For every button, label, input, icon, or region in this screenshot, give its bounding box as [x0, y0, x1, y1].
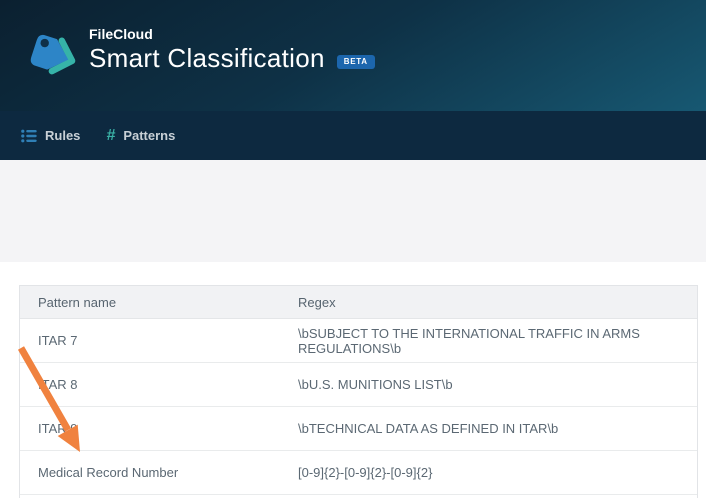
page-title: Smart Classification — [89, 43, 325, 73]
brand-block: FileCloud Smart Classification BETA — [28, 26, 375, 80]
pattern-row[interactable]: Medical Record Number [0-9]{2}-[0-9]{2}-… — [20, 450, 697, 495]
regex-cell: [0-9]{2}-[0-9]{2}-[0-9]{2} — [298, 450, 697, 495]
filecloud-tags-logo-icon — [30, 34, 76, 75]
beta-badge: BETA — [336, 55, 375, 69]
patterns-table-container: Pattern name Regex ITAR 7 \bSUBJECT TO T… — [19, 285, 698, 498]
pattern-name-cell: ITAR 8 — [20, 362, 298, 407]
patterns-table-body: ITAR 7 \bSUBJECT TO THE INTERNATIONAL TR… — [20, 318, 697, 495]
table-header-row: Pattern name Regex — [20, 286, 697, 319]
regex-cell: \bU.S. MUNITIONS LIST\b — [298, 362, 697, 407]
nav-rules-label: Rules — [45, 128, 81, 143]
pattern-row[interactable]: ITAR 9 \bTECHNICAL DATA AS DEFINED IN IT… — [20, 406, 697, 451]
pattern-name-cell: Medical Record Number — [20, 450, 298, 495]
patterns-table: Pattern name Regex ITAR 7 \bSUBJECT TO T… — [20, 286, 697, 495]
column-header-regex: Regex — [298, 286, 697, 319]
pattern-row[interactable]: ITAR 7 \bSUBJECT TO THE INTERNATIONAL TR… — [20, 318, 697, 363]
pattern-name-cell: ITAR 9 — [20, 406, 298, 451]
column-header-pattern-name: Pattern name — [20, 286, 298, 319]
rules-list-icon — [21, 129, 37, 142]
brand-name: FileCloud — [89, 26, 153, 42]
nav-item-patterns[interactable]: # Patterns — [106, 126, 176, 144]
app-header: FileCloud Smart Classification BETA — [0, 0, 706, 111]
pattern-name-cell: ITAR 7 — [20, 318, 298, 363]
title-block: FileCloud Smart Classification BETA — [89, 26, 375, 72]
filter-section: Filter All PatternsITARCUI Add pattern g… — [0, 160, 706, 422]
main-nav: Rules # Patterns — [0, 111, 706, 160]
pattern-row[interactable]: ITAR 8 \bU.S. MUNITIONS LIST\b — [20, 362, 697, 407]
patterns-hash-icon: # — [106, 126, 116, 144]
nav-item-rules[interactable]: Rules — [21, 128, 80, 143]
nav-patterns-label: Patterns — [123, 128, 176, 143]
regex-cell: \bTECHNICAL DATA AS DEFINED IN ITAR\b — [298, 406, 697, 451]
regex-cell: \bSUBJECT TO THE INTERNATIONAL TRAFFIC I… — [298, 318, 697, 363]
